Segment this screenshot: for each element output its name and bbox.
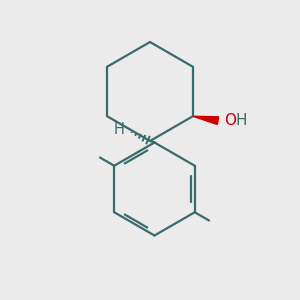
Text: H: H — [236, 113, 248, 128]
Text: O: O — [225, 113, 237, 128]
Text: H: H — [113, 122, 124, 137]
Polygon shape — [193, 116, 219, 124]
